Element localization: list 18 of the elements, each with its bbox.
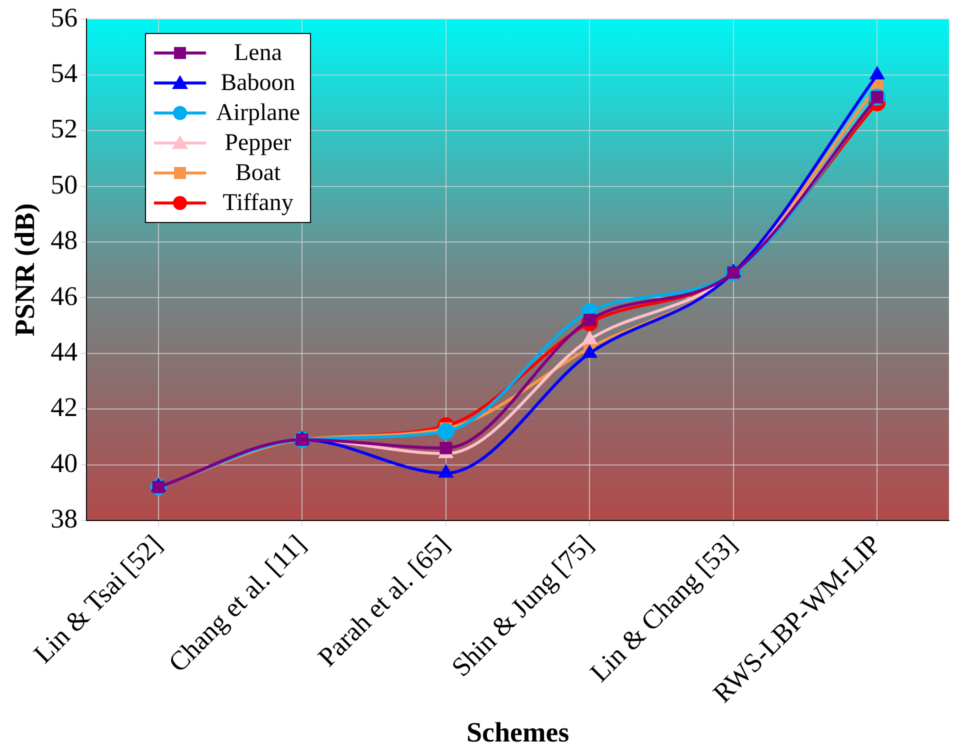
y-tick-label: 42 [50, 392, 78, 422]
x-axis-title: Schemes [466, 717, 570, 748]
y-tick-label: 44 [50, 336, 78, 366]
y-tick-label: 56 [50, 2, 78, 32]
y-tick-label: 52 [50, 114, 78, 144]
y-tick-label: 46 [50, 280, 78, 311]
y-tick-label: 48 [50, 225, 78, 256]
legend-label: Pepper [224, 129, 292, 158]
legend-label: Baboon [220, 69, 296, 98]
y-tick-label: 40 [50, 448, 78, 478]
y-axis-title: PSNR (dB) [10, 203, 42, 336]
legend-label: Tiffany [222, 189, 294, 218]
y-tick-label: 50 [50, 169, 78, 200]
legend-label: Boat [234, 159, 282, 188]
y-tick-label: 54 [50, 58, 78, 88]
legend-label: Airplane [216, 99, 300, 128]
point [437, 422, 454, 440]
legend-label: Lena [233, 39, 283, 68]
